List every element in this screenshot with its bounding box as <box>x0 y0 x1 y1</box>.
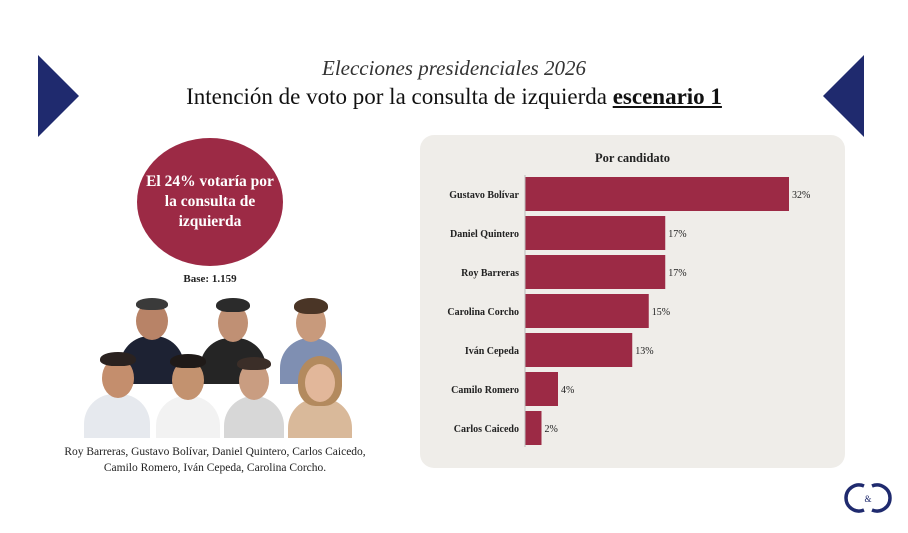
candidates-photo-collage <box>82 292 354 438</box>
data-label: 4% <box>561 385 574 396</box>
bar-chart: Gustavo Bolívar 32% Daniel Quintero 17% Roy … <box>447 175 810 447</box>
bar <box>525 411 542 445</box>
bar <box>525 294 649 328</box>
data-label: 15% <box>652 307 670 318</box>
bar <box>525 255 666 289</box>
page-title: Intención de voto por la consulta de izq… <box>0 84 908 110</box>
candidate-photo-6 <box>222 354 286 438</box>
bar <box>525 333 633 367</box>
chart-title: Por candidato <box>594 151 671 165</box>
sample-base: Base: 1.159 <box>183 273 237 285</box>
logo-ampersand: & <box>864 494 871 504</box>
bar <box>525 177 789 211</box>
category-label: Carolina Corcho <box>447 307 519 318</box>
c-and-c-logo-icon: & <box>844 483 892 513</box>
category-label: Camilo Romero <box>451 385 519 396</box>
left-triangle-decoration <box>38 55 79 137</box>
category-label: Carlos Caicedo <box>454 424 519 435</box>
category-label: Daniel Quintero <box>450 229 519 240</box>
data-label: 2% <box>545 424 558 435</box>
data-label: 13% <box>635 346 653 357</box>
category-label: Iván Cepeda <box>465 346 519 357</box>
bar <box>525 372 558 406</box>
highlight-circle-text: El 24% votaría por la consulta de izquie… <box>146 173 274 230</box>
chart-panel: Por candidato Gustavo Bolívar 32% Daniel Q… <box>420 135 845 468</box>
bar <box>525 216 666 250</box>
title-emphasis: escenario 1 <box>612 84 722 109</box>
data-label: 32% <box>792 190 810 201</box>
category-label: Gustavo Bolívar <box>449 190 519 201</box>
right-triangle-decoration <box>823 55 864 137</box>
highlight-circle: El 24% votaría por la consulta de izquie… <box>137 138 283 266</box>
candidate-photo-4 <box>82 348 152 438</box>
candidate-photo-5 <box>154 352 222 438</box>
data-label: 17% <box>668 229 686 240</box>
title-main: Intención de voto por la consulta de izq… <box>186 84 607 109</box>
page-subtitle: Elecciones presidenciales 2026 <box>322 56 586 80</box>
candidate-photo-7 <box>286 354 354 438</box>
category-label: Roy Barreras <box>461 268 519 279</box>
candidates-caption: Roy Barreras, Gustavo Bolívar, Daniel Qu… <box>64 446 366 474</box>
data-label: 17% <box>668 268 686 279</box>
